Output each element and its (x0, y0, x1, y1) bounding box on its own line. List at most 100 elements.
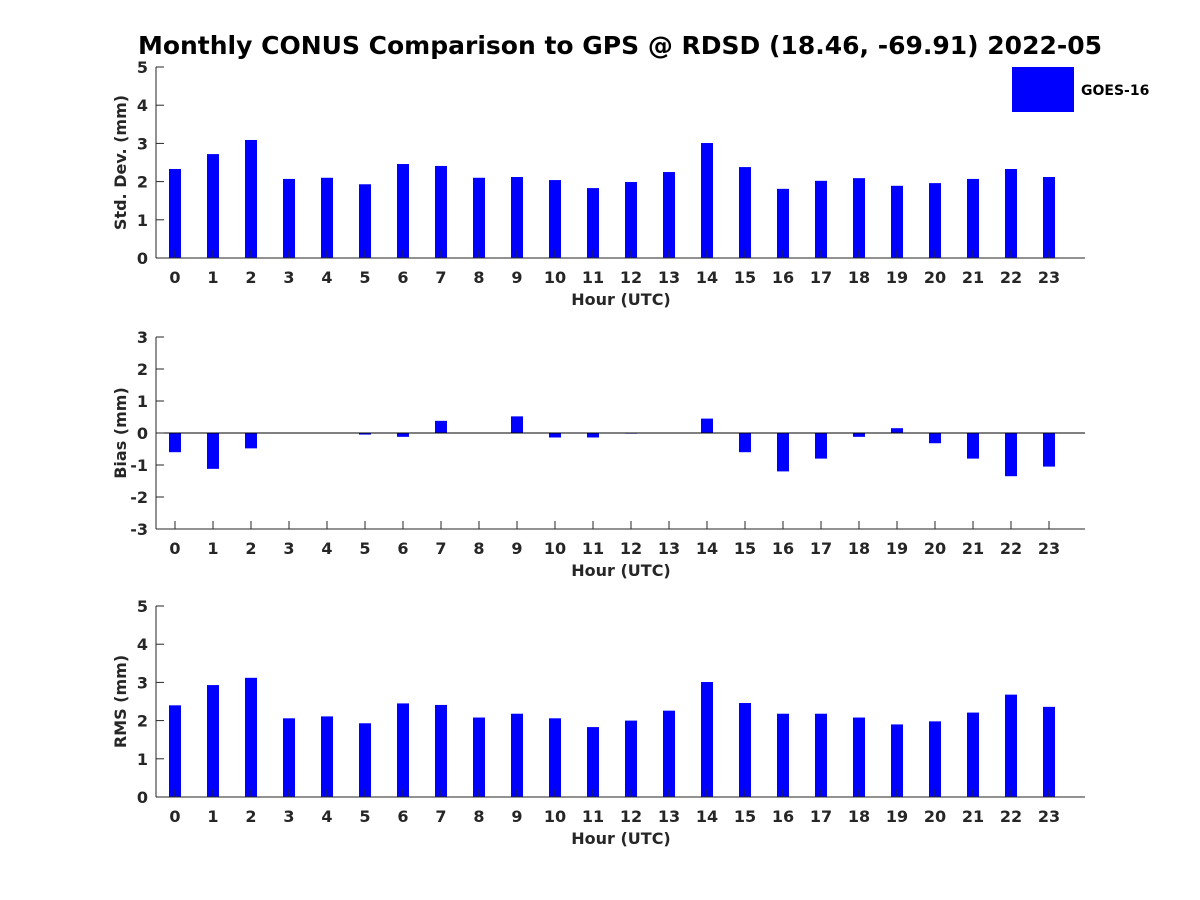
rms-x-tick-label: 14 (696, 807, 718, 826)
std-dev-bar-20 (929, 183, 941, 258)
bias-x-tick-label: 23 (1038, 539, 1060, 558)
rms-bar-7 (435, 704, 447, 797)
rms-x-tick-label: 5 (359, 807, 370, 826)
rms-x-tick-label: 12 (620, 807, 642, 826)
rms-bar-9 (511, 713, 523, 797)
rms-y-tick-label: 4 (137, 635, 148, 654)
bias-x-tick-label: 19 (886, 539, 908, 558)
std-dev-y-axis-label: Std. Dev. (mm) (111, 95, 130, 230)
rms-x-tick-label: 6 (397, 807, 408, 826)
std-dev-x-tick-label: 12 (620, 268, 642, 287)
bias-x-tick-label: 9 (511, 539, 522, 558)
rms-bar-5 (359, 723, 371, 797)
std-dev-x-tick-label: 17 (810, 268, 832, 287)
rms-x-tick-label: 7 (435, 807, 446, 826)
rms-y-tick-label: 0 (137, 788, 148, 807)
std-dev-bar-1 (207, 154, 219, 258)
rms-x-tick-label: 16 (772, 807, 794, 826)
std-dev-x-tick-label: 5 (359, 268, 370, 287)
rms-x-tick-label: 22 (1000, 807, 1022, 826)
std-dev-x-tick-label: 13 (658, 268, 680, 287)
rms-bar-3 (283, 718, 295, 797)
bias-x-tick-label: 17 (810, 539, 832, 558)
rms-x-tick-label: 0 (169, 807, 180, 826)
rms-y-tick-label: 1 (137, 750, 148, 769)
bias-bar-16 (777, 433, 789, 472)
std-dev-x-tick-label: 19 (886, 268, 908, 287)
bias-x-tick-label: 16 (772, 539, 794, 558)
std-dev-bar-14 (701, 143, 713, 258)
rms-bar-23 (1043, 706, 1055, 797)
bias-x-axis-label: Hour (UTC) (571, 561, 671, 580)
std-dev-bar-12 (625, 181, 637, 258)
std-dev-x-tick-label: 16 (772, 268, 794, 287)
rms-bar-13 (663, 710, 675, 797)
bias-y-tick-label: 2 (137, 360, 148, 379)
legend-swatch (1012, 67, 1074, 112)
rms-bar-21 (967, 712, 979, 797)
rms-bar-18 (853, 717, 865, 797)
bias-bar-6 (397, 433, 409, 437)
rms-x-tick-label: 17 (810, 807, 832, 826)
bias-x-tick-label: 1 (207, 539, 218, 558)
std-dev-bar-3 (283, 178, 295, 258)
bias-x-tick-label: 15 (734, 539, 756, 558)
bias-x-tick-label: 13 (658, 539, 680, 558)
bias-y-tick-label: 1 (137, 392, 148, 411)
bias-x-tick-label: 10 (544, 539, 566, 558)
std-dev-bar-6 (397, 164, 409, 258)
bias-bar-20 (929, 433, 941, 444)
std-dev-x-tick-label: 2 (245, 268, 256, 287)
rms-x-tick-label: 1 (207, 807, 218, 826)
bias-x-tick-label: 20 (924, 539, 946, 558)
rms-bar-19 (891, 724, 903, 797)
bias-x-tick-label: 6 (397, 539, 408, 558)
std-dev-y-tick-label: 1 (137, 211, 148, 230)
std-dev-x-tick-label: 21 (962, 268, 984, 287)
rms-bar-12 (625, 720, 637, 797)
std-dev-x-tick-label: 1 (207, 268, 218, 287)
rms-bar-22 (1005, 694, 1017, 797)
std-dev-x-tick-label: 11 (582, 268, 604, 287)
bias-bar-19 (891, 428, 903, 433)
chart-title: Monthly CONUS Comparison to GPS @ RDSD (… (138, 31, 1102, 60)
std-dev-x-tick-label: 7 (435, 268, 446, 287)
std-dev-bar-16 (777, 188, 789, 258)
std-dev-bar-2 (245, 139, 257, 258)
bias-y-tick-label: 0 (137, 424, 148, 443)
std-dev-bar-5 (359, 184, 371, 258)
std-dev-x-tick-label: 10 (544, 268, 566, 287)
bias-y-tick-label: -2 (130, 488, 148, 507)
bias-bar-5 (359, 433, 371, 435)
std-dev-x-tick-label: 9 (511, 268, 522, 287)
std-dev-x-tick-label: 0 (169, 268, 180, 287)
std-dev-bar-4 (321, 177, 333, 258)
std-dev-x-tick-label: 6 (397, 268, 408, 287)
bias-bar-2 (245, 433, 257, 449)
rms-bar-10 (549, 718, 561, 797)
rms-x-tick-label: 11 (582, 807, 604, 826)
std-dev-bar-9 (511, 177, 523, 258)
rms-y-tick-label: 3 (137, 673, 148, 692)
rms-y-tick-label: 5 (137, 597, 148, 616)
bias-bar-14 (701, 418, 713, 433)
bias-y-tick-label: -3 (130, 520, 148, 539)
std-dev-bar-15 (739, 167, 751, 258)
bias-x-tick-label: 11 (582, 539, 604, 558)
std-dev-bar-22 (1005, 168, 1017, 258)
rms-bar-2 (245, 677, 257, 797)
bias-bar-0 (169, 433, 181, 453)
std-dev-bar-19 (891, 185, 903, 258)
rms-bar-4 (321, 716, 333, 797)
std-dev-bar-0 (169, 168, 181, 258)
rms-bar-15 (739, 703, 751, 797)
std-dev-y-tick-label: 5 (137, 58, 148, 77)
bias-bar-10 (549, 433, 561, 438)
std-dev-bar-23 (1043, 177, 1055, 258)
bias-x-tick-label: 22 (1000, 539, 1022, 558)
rms-x-tick-label: 4 (321, 807, 332, 826)
rms-bar-8 (473, 717, 485, 797)
rms-x-tick-label: 18 (848, 807, 870, 826)
